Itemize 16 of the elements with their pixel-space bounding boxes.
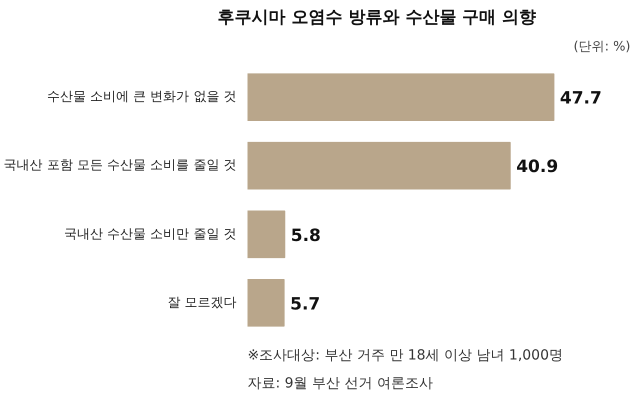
chart-title: 후쿠시마 오염수 방류와 수산물 구매 의향: [218, 8, 536, 28]
data-label: 40.9: [516, 157, 558, 178]
y-tick-label: 잘 모르겠다: [167, 295, 237, 310]
bar: [248, 279, 285, 327]
y-tick-label: 국내산 포함 모든 수산물 소비를 줄일 것: [4, 158, 237, 174]
bar: [248, 142, 511, 190]
data-label: 5.7: [290, 294, 320, 314]
bar: [248, 210, 286, 258]
text: ※조사대상: 부산 거주 만 18세 이상 남녀 1,000명: [248, 348, 563, 364]
data-label: 5.8: [290, 226, 321, 246]
data-label: 47.7: [560, 88, 602, 109]
text: 자료: 9월 부산 선거 여론조사: [248, 376, 433, 392]
bar: [248, 73, 554, 121]
y-tick-label: 수산물 소비에 큰 변화가 없을 것: [46, 90, 237, 105]
text: (단위: %): [573, 40, 631, 54]
y-tick-label: 국내산 수산물 소비만 줄일 것: [64, 226, 236, 242]
